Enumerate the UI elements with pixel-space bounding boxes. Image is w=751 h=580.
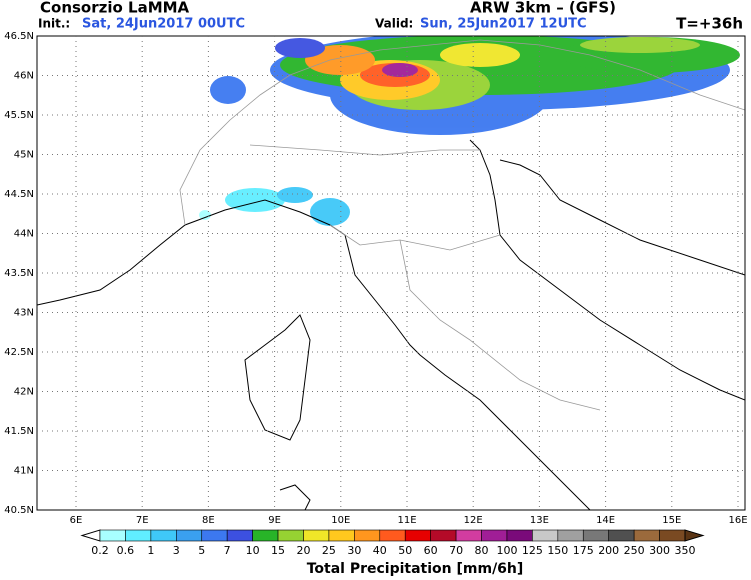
colorbar-level: 70 <box>449 544 463 557</box>
lon-label: 16E <box>728 515 747 526</box>
colorbar-level: 300 <box>649 544 670 557</box>
lat-label: 46.5N <box>4 31 34 42</box>
colorbar-level: 175 <box>573 544 594 557</box>
lead-time: T=+36h <box>676 15 743 33</box>
colorbar-box <box>659 529 686 542</box>
colorbar-level: 250 <box>624 544 645 557</box>
lat-label: 43.5N <box>4 268 34 279</box>
colorbar-level: 3 <box>173 544 180 557</box>
lon-label: 8E <box>202 515 215 526</box>
colorbar-level: 50 <box>398 544 412 557</box>
graticule: 46.5N 46N 45.5N 45N 44.5N 44N 43.5N 43N 42.5N 42N… <box>4 31 747 526</box>
valid-time: Sun, 25Jun2017 12UTC <box>420 17 587 32</box>
colorbar-box <box>150 529 177 542</box>
lon-label: 6E <box>70 515 83 526</box>
lat-label: 41N <box>14 466 34 477</box>
colorbar-box <box>404 529 431 542</box>
colorbar-level: 0.6 <box>117 544 135 557</box>
lat-label: 42N <box>14 387 34 398</box>
colorbar-level: 40 <box>373 544 387 557</box>
colorbar-box <box>328 529 355 542</box>
coastlines <box>37 139 745 510</box>
colorbar: 0.2 0.6 1 3 5 7 10 15 20 25 30 40 50 60 70 80 100 125 150 1… <box>80 529 705 557</box>
colorbar-box <box>481 529 508 542</box>
colorbar-level: 15 <box>271 544 285 557</box>
colorbar-low-arrow <box>80 529 101 542</box>
colorbar-box <box>430 529 457 542</box>
colorbar-level: 30 <box>347 544 361 557</box>
colorbar-level: 0.2 <box>91 544 109 557</box>
colorbar-box <box>354 529 381 542</box>
lat-label: 45.5N <box>4 110 34 121</box>
init-time: Sat, 24Jun2017 00UTC <box>82 17 245 32</box>
colorbar-level: 80 <box>475 544 489 557</box>
colorbar-high-arrow <box>684 529 705 542</box>
colorbar-level: 1 <box>147 544 154 557</box>
colorbar-box <box>608 529 635 542</box>
lon-label: 15E <box>662 515 681 526</box>
lat-label: 41.5N <box>4 426 34 437</box>
colorbar-box <box>582 529 609 542</box>
valid-label: Valid: <box>375 17 413 31</box>
lat-label: 46N <box>14 71 34 82</box>
title: Consorzio LaMMA <box>40 0 190 17</box>
colorbar-box <box>379 529 406 542</box>
colorbar-box <box>532 529 559 542</box>
colorbar-box <box>633 529 660 542</box>
colorbar-box <box>176 529 203 542</box>
borders <box>179 39 745 411</box>
lon-label: 10E <box>331 515 350 526</box>
colorbar-level: 150 <box>547 544 568 557</box>
colorbar-box <box>277 529 304 542</box>
lon-label: 11E <box>397 515 416 526</box>
colorbar-box <box>506 529 533 542</box>
colorbar-box <box>252 529 279 542</box>
colorbar-box <box>99 529 126 542</box>
lon-label: 7E <box>136 515 149 526</box>
colorbar-level: 100 <box>496 544 517 557</box>
lat-label: 44.5N <box>4 189 34 200</box>
precipitation <box>199 36 740 226</box>
lat-label: 45N <box>14 150 34 161</box>
colorbar-box <box>455 529 482 542</box>
colorbar-level: 60 <box>424 544 438 557</box>
lon-label: 13E <box>530 515 549 526</box>
colorbar-title: Total Precipitation [mm/6h] <box>307 561 524 577</box>
colorbar-box <box>201 529 228 542</box>
colorbar-box <box>226 529 253 542</box>
colorbar-level: 5 <box>198 544 205 557</box>
colorbar-level: 20 <box>296 544 310 557</box>
colorbar-level: 25 <box>322 544 336 557</box>
lat-label: 43N <box>14 308 34 319</box>
colorbar-level: 350 <box>675 544 696 557</box>
lat-label: 40.5N <box>4 505 34 516</box>
lat-label: 44N <box>14 229 34 240</box>
model: ARW 3km – (GFS) <box>470 0 616 17</box>
init-label: Init.: <box>38 17 70 31</box>
lon-label: 14E <box>596 515 615 526</box>
colorbar-level: 7 <box>224 544 231 557</box>
lon-label: 9E <box>268 515 281 526</box>
colorbar-box <box>557 529 584 542</box>
colorbar-level: 125 <box>522 544 543 557</box>
colorbar-box <box>303 529 330 542</box>
colorbar-level: 10 <box>246 544 260 557</box>
colorbar-level: 200 <box>598 544 619 557</box>
lon-label: 12E <box>464 515 483 526</box>
map-area <box>37 36 745 510</box>
colorbar-box <box>125 529 152 542</box>
lat-label: 42.5N <box>4 347 34 358</box>
